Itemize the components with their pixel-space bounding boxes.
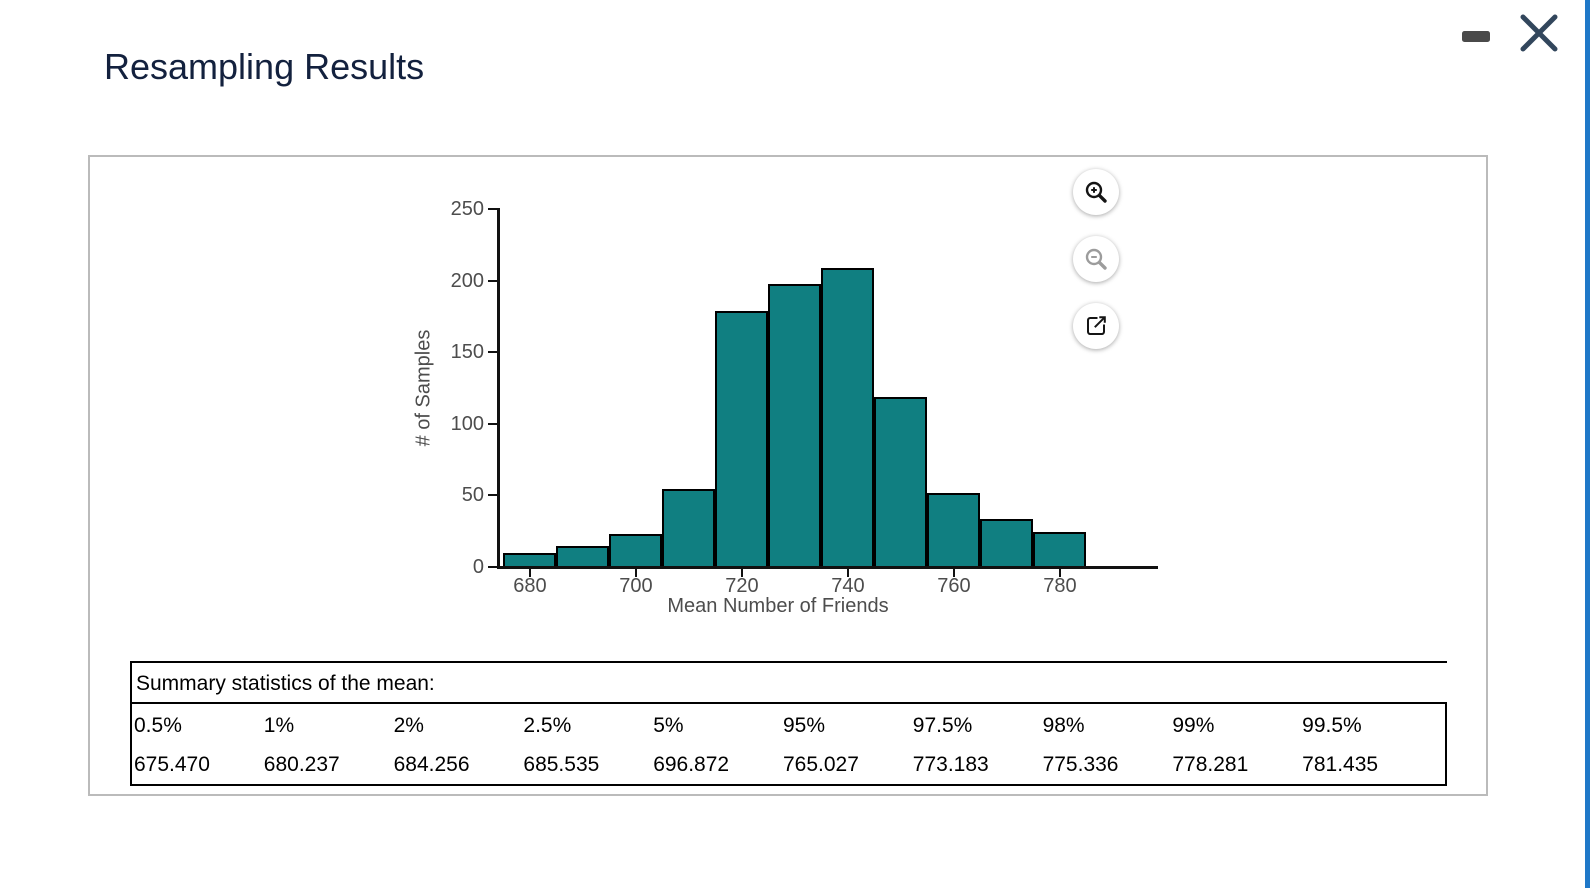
x-tick-label: 720 [725,575,759,597]
percentile-value-cell: 765.027 [782,753,859,776]
x-tick-label: 760 [937,575,971,597]
histogram-bar [715,311,769,568]
percentile-value-cell: 696.872 [653,753,730,776]
percentile-value-cell: 775.336 [1042,753,1119,776]
y-tick [488,208,497,210]
summary-table-title: Summary statistics of the mean: [130,661,1447,702]
x-tick [634,568,637,577]
y-tick-label: 50 [461,484,484,507]
y-axis-title: # of Samples [412,329,435,447]
percentile-header-row: 0.5% 1% 2% 2.5% 5% 95% 97.5% 98% 99% 99.5% [132,706,1445,745]
minimize-icon[interactable] [1462,31,1490,42]
percentile-value-cell: 773.183 [912,753,989,776]
percentile-value-cell: 778.281 [1172,753,1249,776]
dialog-title: Resampling Results [104,46,425,87]
x-tick-label: 780 [1043,575,1077,597]
magnifier-minus-icon [1085,248,1107,270]
percentile-value-row: 675.470 680.237 684.256 685.535 696.872 765.0… [132,745,1445,784]
open-in-new-window-button[interactable] [1073,303,1119,349]
y-tick-label: 250 [450,198,484,220]
percentile-header-cell: 5% [653,714,684,737]
y-axis-line [497,208,500,568]
x-cross-glyph [1520,14,1558,52]
y-tick-label: 0 [472,556,484,578]
histogram-bar [662,489,716,568]
zoom-out-button[interactable] [1073,236,1119,282]
histogram-bar [874,397,928,568]
y-tick [488,279,497,282]
histogram-bar [609,534,663,568]
percentile-value-cell: 781.435 [1302,753,1379,776]
percentile-header-cell: 95% [782,714,826,737]
summary-table-body: 0.5% 1% 2% 2.5% 5% 95% 97.5% 98% 99% 99.5% 675.47… [130,702,1447,786]
summary-table: Summary statistics of the mean: 0.5% 1% 2%… [130,661,1447,786]
percentile-header-cell: 0.5% [134,714,182,737]
percentile-header-cell: 99% [1172,714,1215,737]
y-tick-label: 200 [450,269,484,292]
percentile-value-cell: 685.535 [523,753,600,776]
y-tick-label: 150 [450,341,484,364]
percentile-header-cell: 98% [1042,714,1085,737]
percentile-header-cell: 97.5% [912,714,973,737]
percentile-value-cell: 680.237 [263,753,340,776]
percentile-header-cell: 2% [393,714,424,737]
percentile-value-cell: 675.470 [134,753,210,776]
zoom-in-button[interactable] [1073,169,1119,215]
x-tick [846,568,849,577]
x-tick [740,568,743,577]
histogram-bar [556,546,610,568]
histogram-bar [1033,532,1087,568]
y-tick [488,351,497,354]
percentile-header-cell: 1% [263,714,295,737]
percentile-value-cell: 684.256 [393,753,470,776]
histogram-bar [927,493,981,568]
x-tick-label: 680 [513,575,547,597]
window-edge-accent [1585,0,1590,888]
x-tick-label: 740 [831,575,865,597]
x-tick [528,568,531,577]
x-tick [1058,568,1061,577]
histogram-bar [821,268,875,568]
y-tick [488,494,497,497]
close-icon[interactable] [1518,12,1560,54]
histogram-bar [980,519,1034,568]
magnifier-plus-icon [1085,181,1107,203]
y-tick-label: 100 [450,412,484,435]
x-tick-label: 700 [619,575,653,597]
y-tick [488,566,497,568]
x-axis-line [497,566,1158,569]
x-tick [952,568,955,577]
y-tick [488,422,497,425]
percentile-header-cell: 99.5% [1302,714,1362,737]
histogram-bar [768,284,822,568]
percentile-header-cell: 2.5% [523,714,572,737]
external-link-icon [1087,316,1106,335]
x-axis-title: Mean Number of Friends [667,595,889,617]
